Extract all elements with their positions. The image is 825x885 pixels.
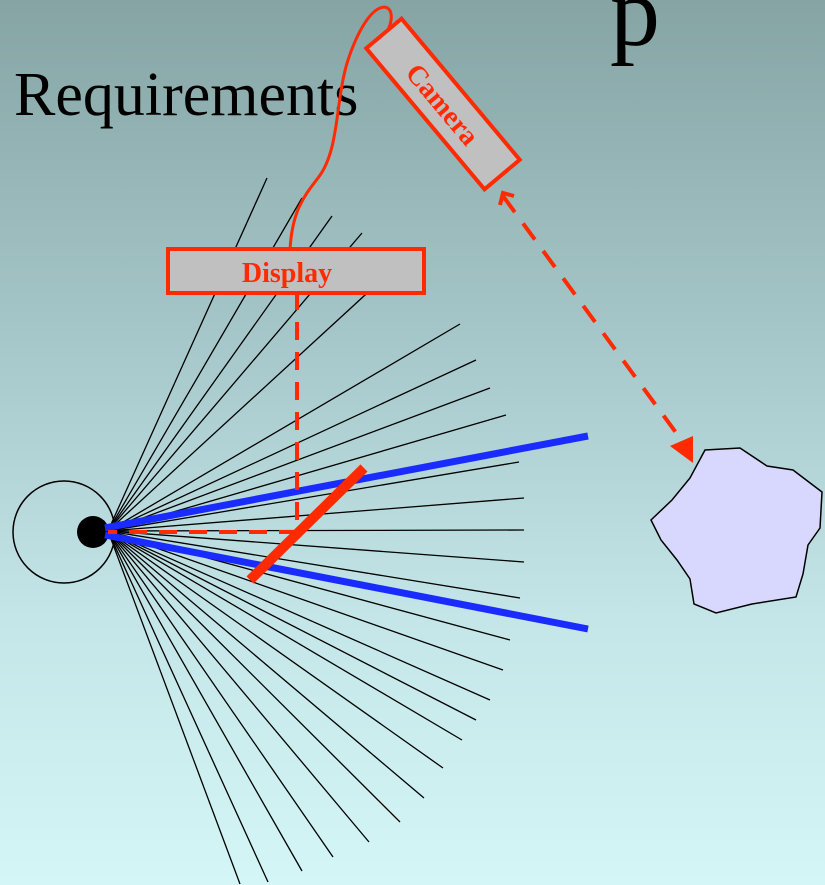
- eye-ray: [107, 530, 525, 563]
- eye-ray: [107, 359, 477, 532]
- eye-ray: [107, 530, 241, 885]
- eye-pupil-icon: [77, 516, 109, 548]
- display-camera-cable: [288, 5, 393, 251]
- eye-ray: [107, 461, 520, 532]
- display-icon: [166, 247, 426, 295]
- camera-sight-arrowhead: [670, 436, 693, 463]
- camera-sight-arrow-tail: [498, 190, 515, 206]
- object-blob-icon: [650, 447, 823, 614]
- eye-ray: [107, 261, 402, 532]
- eye-ray: [107, 530, 521, 599]
- camera-sight-line: [501, 194, 687, 447]
- eye-ray: [107, 530, 463, 741]
- eye-ray: [107, 323, 461, 532]
- eye-ray: [107, 530, 401, 823]
- slide-heading-fragment: p: [610, 0, 660, 67]
- eye-ray: [107, 530, 491, 701]
- eye-ray: [107, 530, 477, 721]
- slide-heading: Requirements: [14, 61, 359, 129]
- camera-icon: [363, 15, 523, 193]
- eye-ray: [107, 530, 425, 799]
- eye-ray: [107, 529, 525, 532]
- eye-ray: [107, 530, 303, 872]
- eye-ray: [107, 530, 444, 769]
- eye-ray: [107, 530, 370, 843]
- eye-ray: [107, 177, 268, 532]
- eye-ray: [107, 530, 269, 883]
- display-label: Display: [242, 258, 332, 289]
- beam-splitter-icon: [246, 464, 368, 584]
- eye-ray: [107, 530, 504, 671]
- view-frustum-lower: [104, 531, 589, 633]
- eye-ray: [107, 530, 334, 858]
